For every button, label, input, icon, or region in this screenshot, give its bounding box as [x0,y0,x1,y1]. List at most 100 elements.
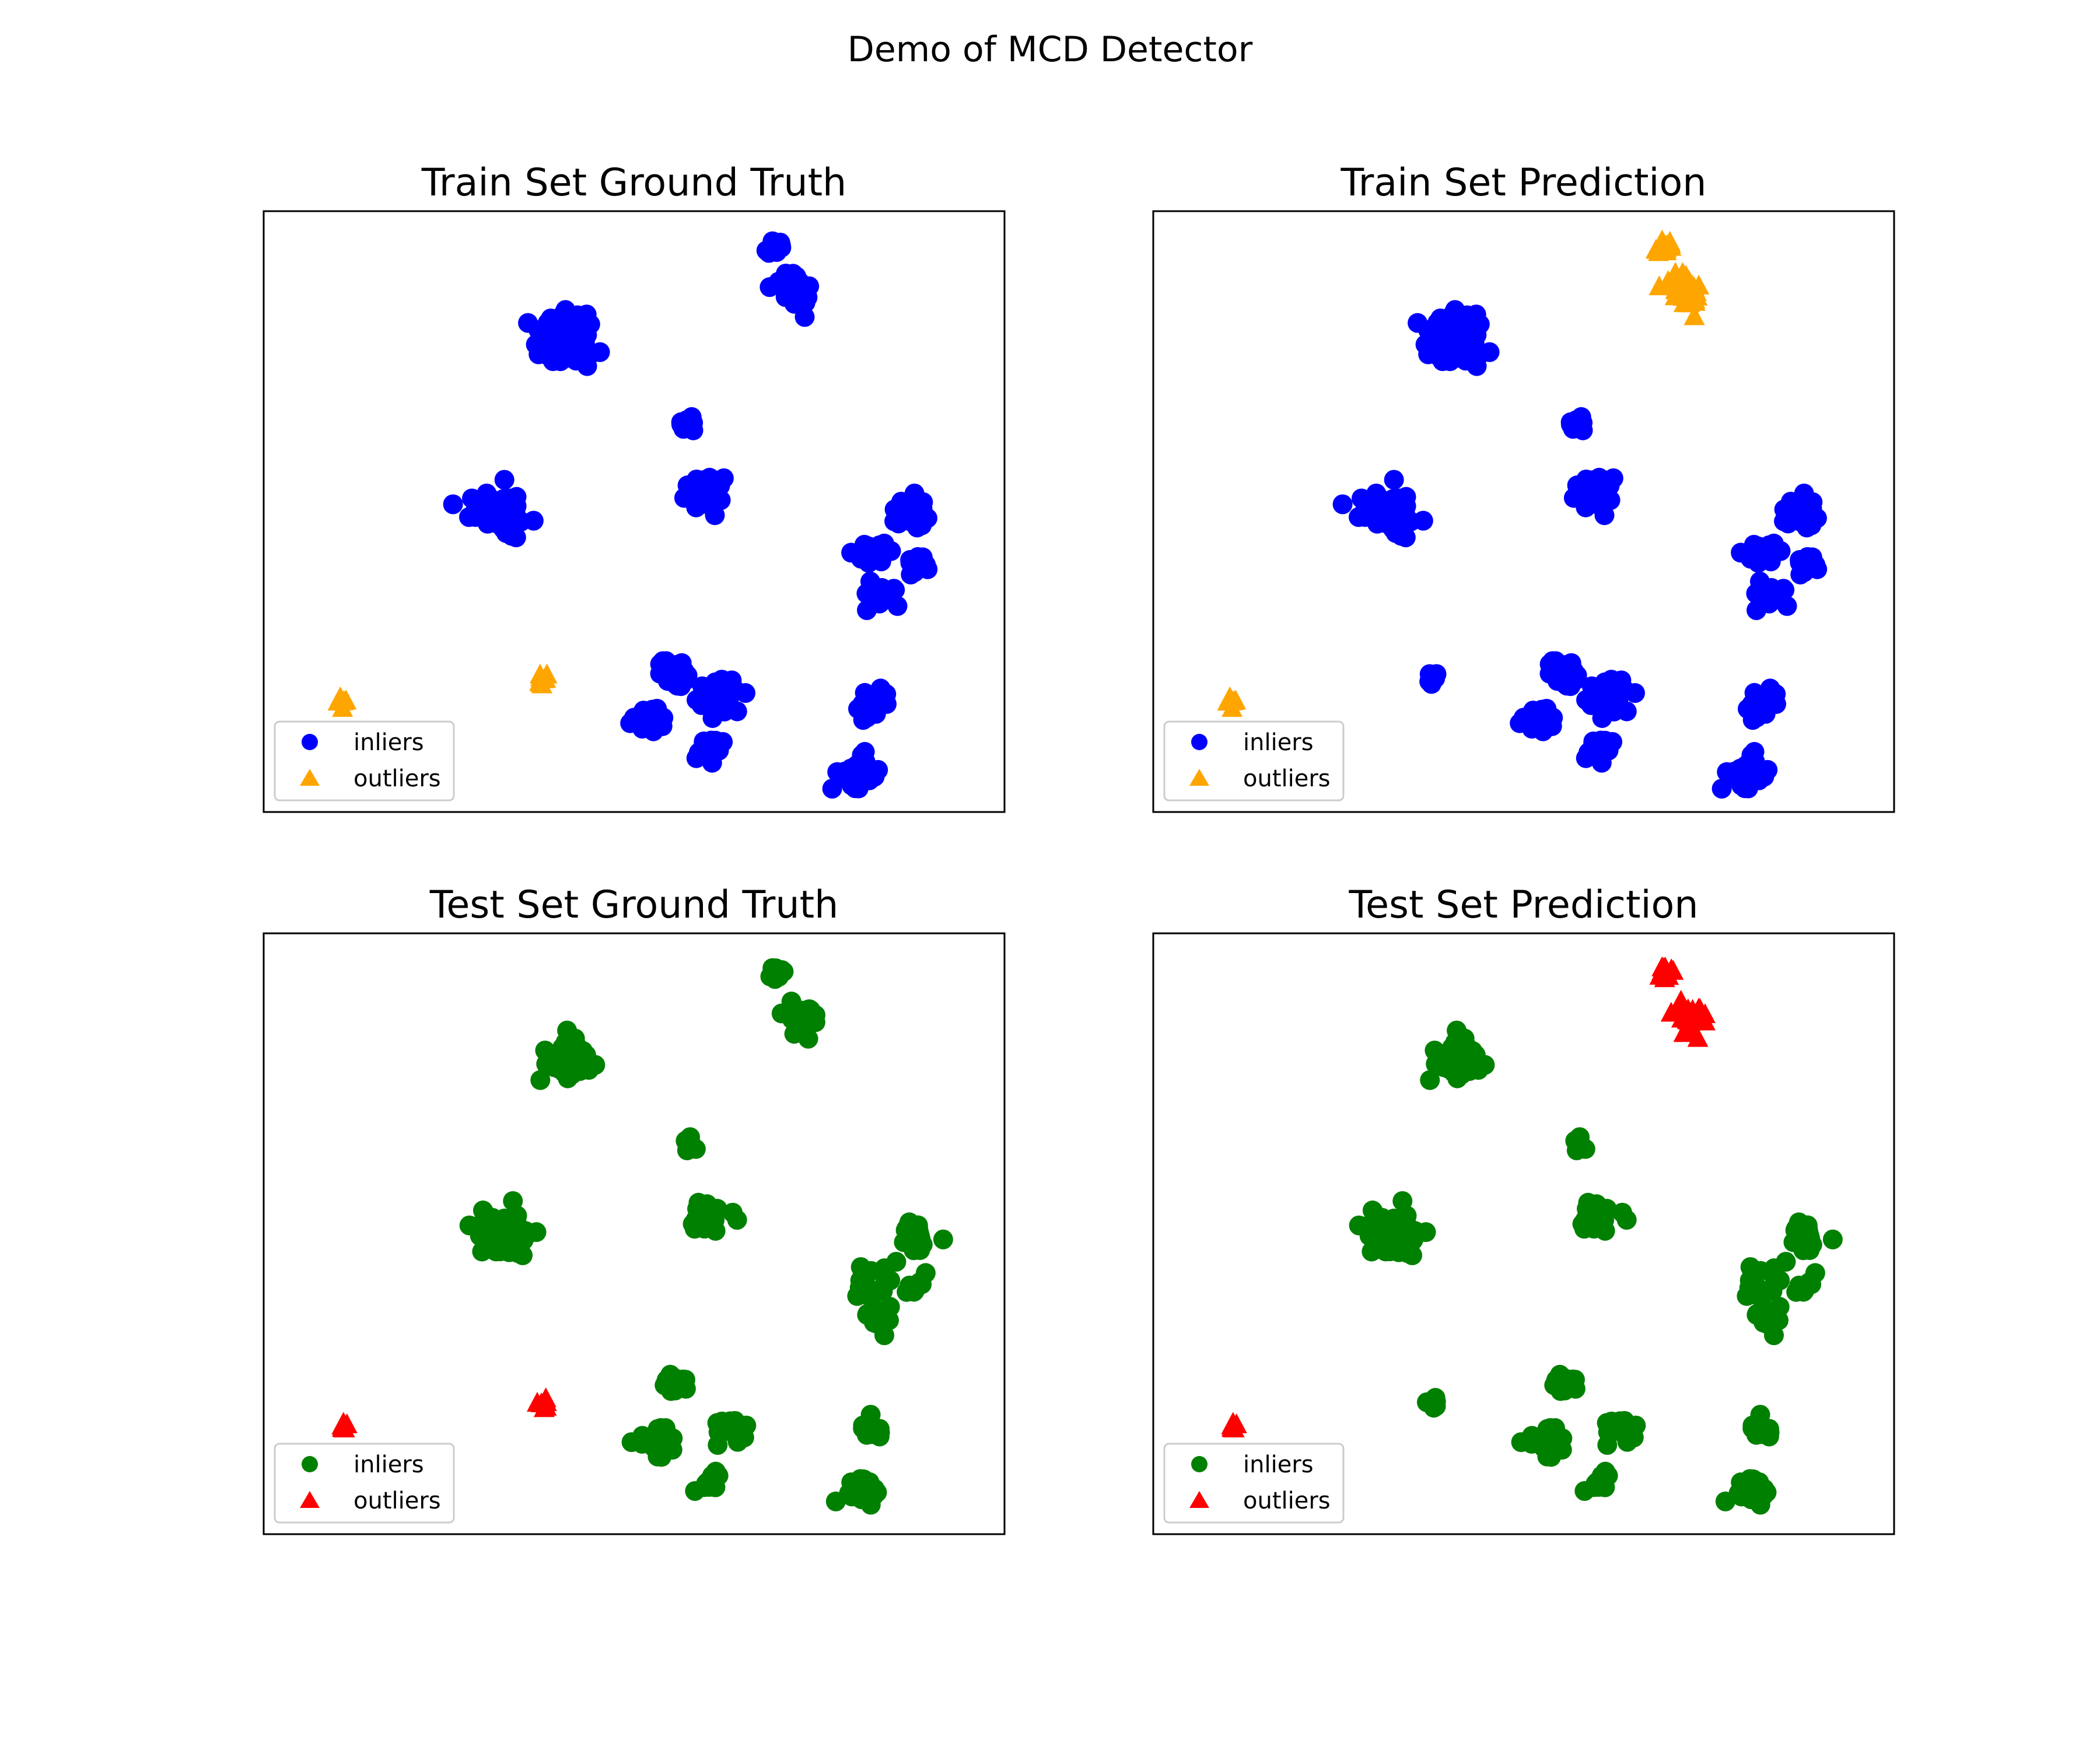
data-point-inliers [653,1439,674,1460]
data-point-inliers [727,1432,748,1452]
data-point-inliers [1447,1020,1467,1041]
data-point-inliers [713,1412,734,1432]
data-point-inliers [1715,1491,1735,1511]
data-point-inliers [719,690,739,710]
axes-frame [1152,210,1895,813]
data-point-inliers [1603,468,1623,488]
data-point-inliers [863,579,883,599]
series-inliers [1332,300,1828,799]
data-point-inliers [576,304,597,325]
data-point-outliers [1688,998,1710,1018]
data-point-inliers [884,499,905,520]
data-point-inliers [526,1222,547,1242]
data-point-inliers [1741,1278,1762,1298]
data-point-outliers [1674,285,1695,305]
data-point-inliers [687,690,707,710]
legend-outliers-label: outliers [1243,1488,1331,1514]
series-inliers [443,231,938,799]
data-point-outliers [1684,305,1705,326]
data-point-inliers [1588,738,1608,759]
data-point-outliers [332,1417,354,1437]
data-point-outliers [1660,233,1681,253]
data-point-inliers [1745,1418,1765,1438]
data-point-inliers [503,1191,523,1211]
data-point-inliers [491,1224,511,1244]
data-point-inliers [534,323,554,343]
series-outliers [327,663,558,717]
data-point-inliers [863,767,883,788]
legend-inliers-marker [302,1456,318,1472]
legend-outliers-marker [300,769,320,786]
data-point-inliers [1420,1070,1440,1090]
data-point-inliers [1440,351,1460,372]
data-point-inliers [735,683,755,704]
data-point-inliers [1802,498,1822,519]
legend-inliers-label: inliers [354,1451,424,1478]
data-point-inliers [771,1003,792,1024]
data-point-inliers [552,1047,573,1068]
legend-outliers-label: outliers [1243,765,1331,792]
data-point-outliers [332,696,354,717]
data-point-inliers [1603,1412,1623,1432]
data-point-inliers [1731,775,1752,796]
data-point-inliers [1332,494,1353,514]
data-point-inliers [1617,1432,1637,1452]
data-point-inliers [861,1261,881,1281]
data-point-inliers [904,562,925,582]
plot-area [1217,229,1828,799]
data-point-inliers [1442,1047,1462,1068]
data-point-inliers [1751,1261,1771,1281]
legend-box [1163,1443,1345,1524]
data-point-inliers [866,1314,887,1334]
data-point-inliers [1543,1439,1563,1460]
data-point-inliers [1625,683,1645,704]
legend: inliers outliers [1163,720,1345,802]
data-point-inliers [1576,690,1597,710]
legend-outliers-marker [1189,1491,1209,1508]
data-point-inliers [500,488,520,509]
data-point-inliers [657,671,678,691]
data-point-inliers [1616,1210,1637,1230]
legend-inliers-label: inliers [354,729,424,756]
data-point-inliers [1597,1199,1617,1219]
data-point-inliers [1458,1040,1479,1060]
data-point-inliers [878,582,899,602]
data-point-outliers [1676,1017,1698,1037]
legend-inliers-marker [1191,1456,1208,1472]
data-point-inliers [632,1426,653,1446]
series-outliers [331,1387,557,1438]
data-point-inliers [1521,708,1541,728]
data-point-inliers [702,1476,723,1497]
data-point-inliers [771,235,791,255]
legend: inliers outliers [1163,1443,1345,1524]
subplot-train-ground-truth: Train Set Ground Truth inliers outliers [262,161,1006,813]
subplot-test-ground-truth: Test Set Ground Truth inliers outliers [262,883,1006,1535]
data-point-inliers [852,1278,872,1298]
data-point-inliers [1601,670,1622,690]
plot-area [327,231,938,799]
data-point-inliers [1822,1229,1843,1250]
data-point-inliers [1392,1191,1413,1211]
data-point-inliers [1426,664,1447,684]
data-point-inliers [476,501,496,521]
data-point-inliers [1380,1224,1401,1244]
plot-area [331,958,953,1515]
data-point-inliers [1794,562,1814,582]
data-point-inliers [1756,1314,1776,1334]
legend-outliers-label: outliers [354,765,441,792]
subplot-train-prediction: Train Set Prediction inliers outliers [1152,161,1895,813]
axes-frame [262,932,1006,1535]
subplot-title: Train Set Prediction [1340,161,1707,205]
data-point-inliers [1761,545,1782,565]
data-point-inliers [855,1418,876,1438]
data-point-inliers [474,1202,494,1222]
subplot-title: Test Set Ground Truth [429,883,839,927]
data-point-inliers [841,542,862,563]
legend-outliers-marker [1189,769,1209,786]
data-point-inliers [895,1220,916,1240]
data-point-outliers [1670,989,1692,1010]
figure-title: Demo of MCD Detector [848,29,1253,70]
data-point-inliers [713,468,734,488]
data-point-inliers [695,479,716,499]
